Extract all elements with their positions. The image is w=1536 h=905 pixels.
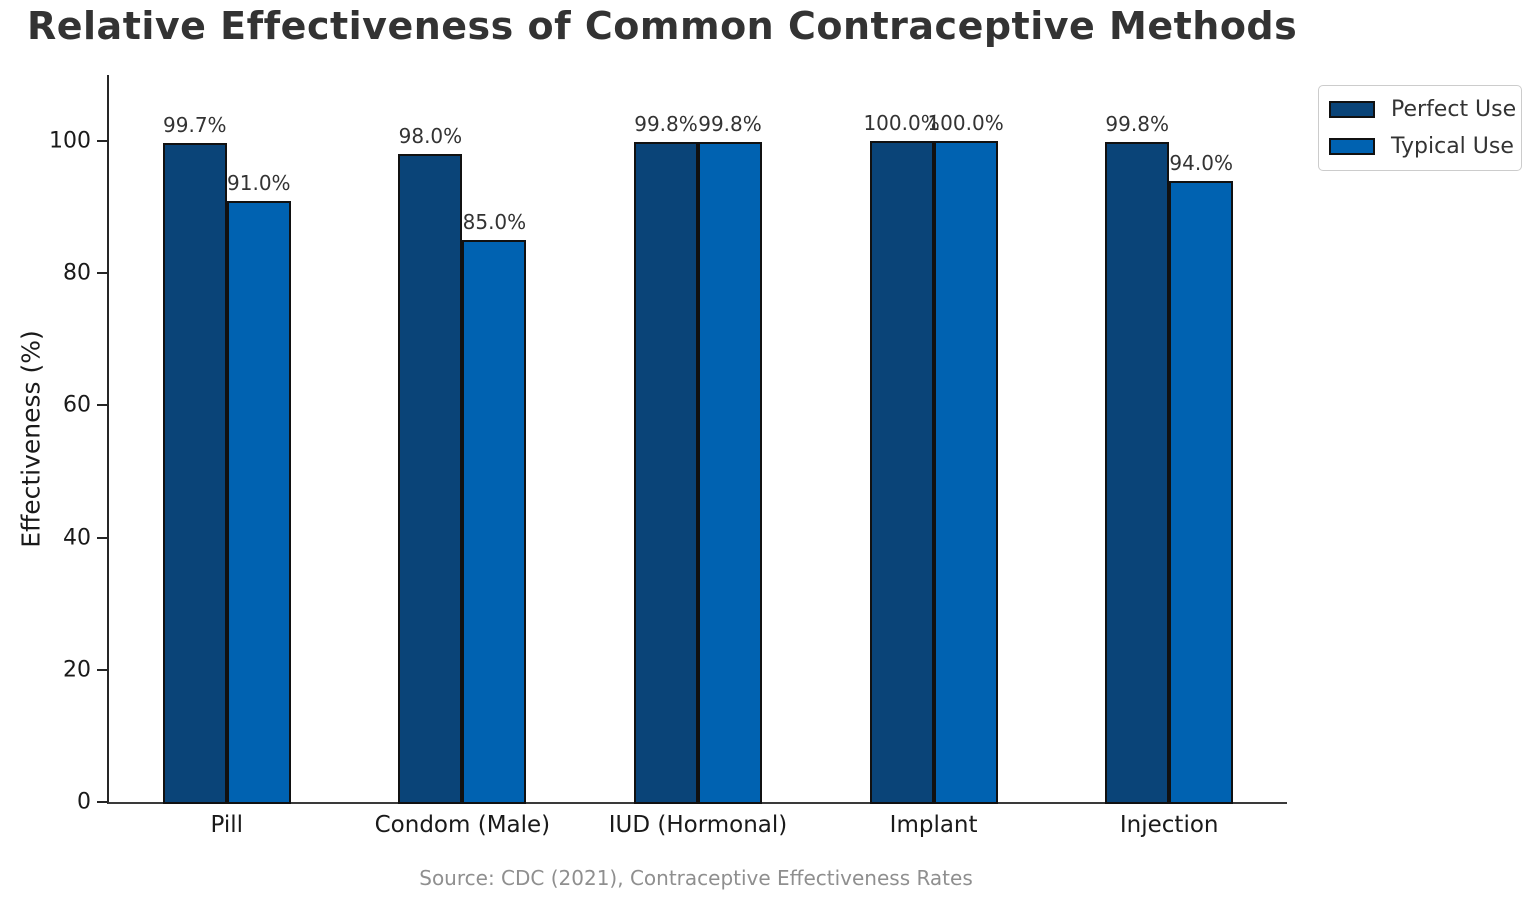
bar-value-label: 98.0% <box>398 124 463 149</box>
y-tick-mark <box>97 272 107 275</box>
y-tick-mark <box>97 140 107 143</box>
chart-title: Relative Effectiveness of Common Contrac… <box>27 4 1298 48</box>
bar-perfect-use-injection <box>1105 142 1170 804</box>
bar-value-label: 100.0% <box>927 111 1004 136</box>
bar-typical-use-injection <box>1169 180 1234 804</box>
y-tick-label: 40 <box>63 525 91 551</box>
y-tick-label: 0 <box>77 789 91 815</box>
y-tick-mark <box>97 668 107 671</box>
x-tick-label: Pill <box>210 812 244 838</box>
bar-value-label: 99.7% <box>163 113 227 138</box>
bar-value-label: 99.8% <box>698 112 762 137</box>
bar-perfect-use-pill <box>162 143 227 804</box>
bar-value-label: 99.8% <box>634 112 698 137</box>
y-tick-mark <box>97 801 107 803</box>
x-tick-label: Injection <box>1119 812 1219 838</box>
bar-typical-use-condom-male <box>462 240 527 804</box>
bar-value-label: 99.8% <box>1105 112 1169 137</box>
x-tick-label: Condom (Male) <box>374 812 551 838</box>
y-tick-label: 20 <box>63 657 91 683</box>
bar-typical-use-pill <box>226 200 291 804</box>
x-tick-label: Implant <box>889 812 978 838</box>
bar-typical-use-implant <box>933 141 998 804</box>
legend-item-typical-use: Typical Use <box>1329 134 1514 159</box>
legend-swatch-perfect-use <box>1329 101 1375 118</box>
legend-label: Typical Use <box>1391 134 1514 159</box>
y-tick-label: 100 <box>49 128 91 154</box>
y-tick-label: 60 <box>63 392 91 418</box>
y-tick-mark <box>97 536 107 539</box>
legend-swatch-typical-use <box>1329 138 1375 155</box>
legend-label: Perfect Use <box>1391 97 1517 122</box>
bar-perfect-use-implant <box>869 141 934 804</box>
legend-item-perfect-use: Perfect Use <box>1329 97 1516 122</box>
bar-typical-use-iud-hormonal <box>698 142 762 804</box>
source-note: Source: CDC (2021), Contraceptive Effect… <box>419 866 973 890</box>
y-tick-mark <box>97 404 107 407</box>
y-axis-label: Effectiveness (%) <box>16 329 46 548</box>
y-tick-label: 80 <box>63 260 91 286</box>
bar-perfect-use-condom-male <box>398 154 463 804</box>
bar-value-label: 94.0% <box>1169 150 1233 175</box>
legend: Perfect Use Typical Use <box>1318 85 1522 171</box>
x-tick-label: IUD (Hormonal) <box>608 812 788 838</box>
plot-area: Effectiveness (%) 0 20 40 60 80 100 99.7% 91.0%… <box>17 75 1287 838</box>
bar-value-label: 91.0% <box>227 170 291 195</box>
bar-value-label: 100.0% <box>863 111 940 136</box>
bar-perfect-use-iud-hormonal <box>634 142 698 804</box>
bar-value-label: 85.0% <box>462 210 527 235</box>
